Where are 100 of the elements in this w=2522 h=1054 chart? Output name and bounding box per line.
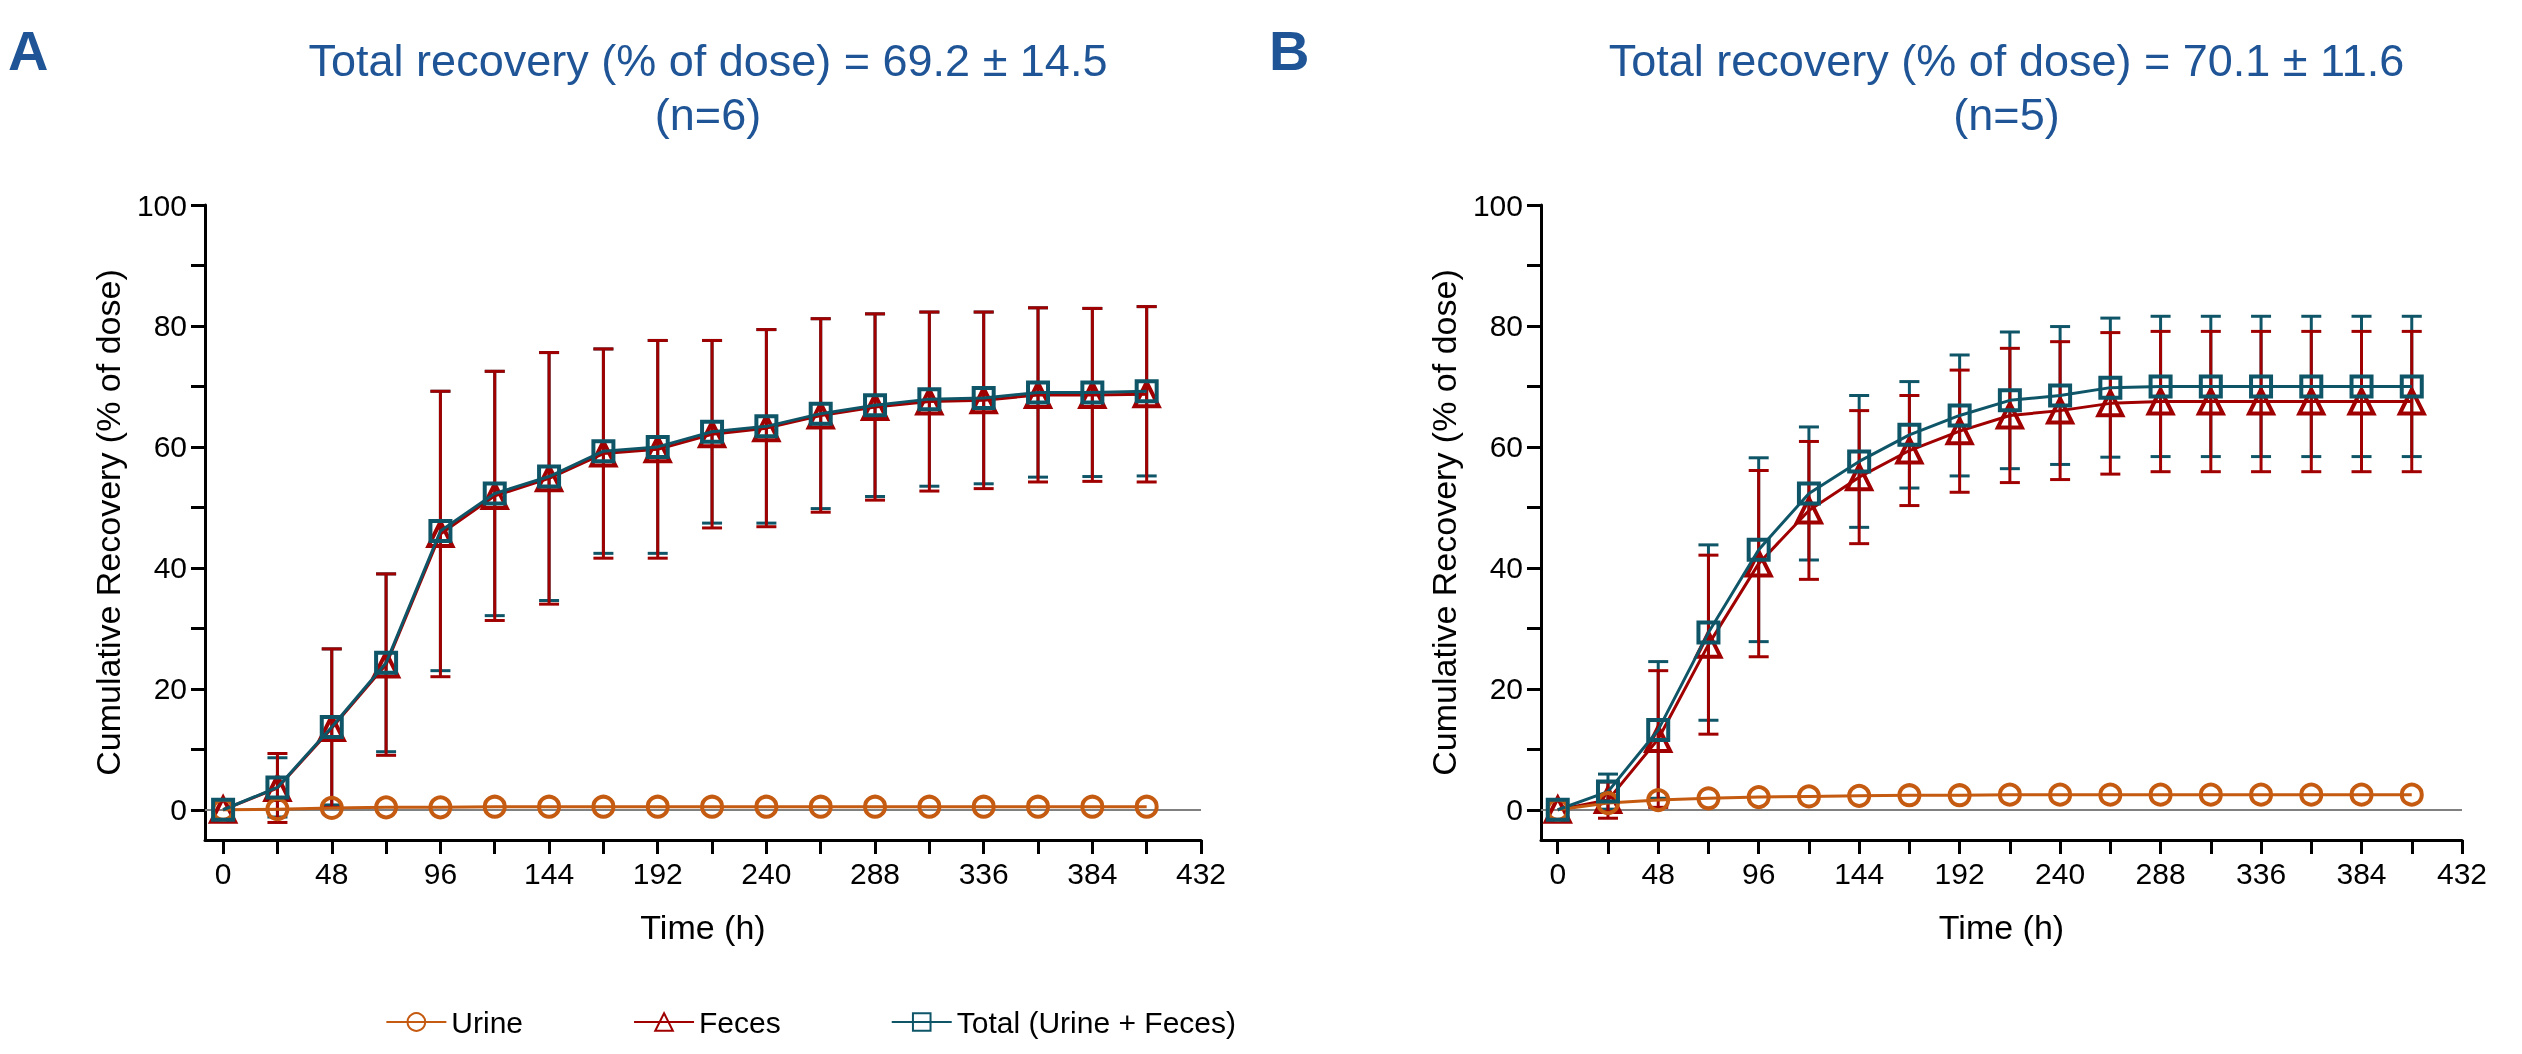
point	[1947, 783, 1972, 808]
text: A	[8, 18, 49, 82]
y-tick-label: 40	[153, 551, 187, 585]
point	[2198, 782, 2223, 807]
x-tick-label: 336	[958, 856, 1009, 890]
y-tick-label: 100	[136, 188, 187, 222]
legend-label: Urine	[451, 1005, 524, 1039]
point	[2148, 782, 2173, 807]
point	[808, 794, 833, 819]
point	[2349, 374, 2374, 399]
point	[1646, 788, 1671, 813]
y-tick-label: 80	[153, 309, 187, 343]
x-tick-label: 384	[1067, 856, 1118, 890]
point	[2096, 389, 2125, 418]
point	[319, 795, 344, 820]
x-tick-label: 336	[2236, 856, 2287, 890]
point	[591, 794, 616, 819]
point	[2098, 782, 2123, 807]
y-tick-label: 60	[153, 430, 187, 464]
point	[1794, 496, 1823, 525]
point	[1897, 422, 1922, 447]
x-tick-label: 192	[1934, 856, 1985, 890]
x-tick-label: 0	[214, 856, 232, 890]
point	[2399, 782, 2424, 807]
point	[428, 518, 453, 543]
y-tick-label: 20	[1489, 672, 1523, 706]
point	[1995, 401, 2024, 430]
point	[645, 434, 670, 459]
text: B	[1269, 18, 1310, 82]
point	[1080, 794, 1105, 819]
y-tick-label: 40	[1489, 551, 1523, 585]
point	[2148, 374, 2173, 399]
x-tick-label: 288	[2135, 856, 2186, 890]
point	[2347, 387, 2376, 416]
x-tick-label: 144	[1834, 856, 1885, 890]
y-tick-label: 60	[1489, 430, 1523, 464]
point	[1026, 794, 1051, 819]
point	[1847, 783, 1872, 808]
point	[2349, 782, 2374, 807]
x-tick-label: 432	[2436, 856, 2488, 890]
point	[374, 795, 399, 820]
y-tick-label: 20	[153, 672, 187, 706]
point	[2399, 374, 2424, 399]
point	[482, 794, 507, 819]
x-tick-label: 96	[1742, 856, 1776, 890]
y-tick-label: 80	[1489, 309, 1523, 343]
point	[428, 795, 453, 820]
point	[1796, 784, 1821, 809]
point	[1134, 794, 1159, 819]
point	[2146, 387, 2175, 416]
point	[2249, 374, 2274, 399]
x-tick-label: 288	[850, 856, 901, 890]
point	[863, 794, 888, 819]
point	[2196, 387, 2225, 416]
point	[2048, 782, 2073, 807]
x-tick-label: 48	[315, 856, 349, 890]
x-tick-label: 96	[423, 856, 458, 890]
y-axis-title: Cumulative Recovery (% of dose)	[89, 269, 127, 776]
point	[917, 794, 942, 819]
point	[2249, 782, 2274, 807]
x-tick-label: 48	[1641, 856, 1675, 890]
point	[2299, 782, 2324, 807]
x-axis-title: Time (h)	[640, 908, 766, 946]
point	[971, 385, 996, 410]
point	[1997, 388, 2022, 413]
point	[1897, 783, 1922, 808]
point	[1895, 436, 1924, 465]
point	[537, 794, 562, 819]
point	[265, 797, 290, 822]
point	[754, 794, 779, 819]
point	[2098, 375, 2123, 400]
point	[700, 794, 725, 819]
point	[1847, 449, 1872, 474]
y-tick-label: 0	[170, 793, 187, 827]
y-axis-title: Cumulative Recovery (% of dose)	[1425, 269, 1463, 776]
y-tick-label: 0	[1506, 793, 1523, 827]
point	[2299, 374, 2324, 399]
point	[1746, 537, 1771, 562]
legend-label: Total (Urine + Feces)	[956, 1005, 1237, 1039]
x-tick-label: 240	[741, 856, 792, 890]
point	[1696, 786, 1721, 811]
legend-label: Feces	[699, 1005, 781, 1039]
x-tick-label: 144	[524, 856, 575, 890]
y-tick-label: 100	[1472, 188, 1523, 222]
point	[971, 794, 996, 819]
x-tick-label: 240	[2035, 856, 2086, 890]
point	[2297, 387, 2326, 416]
x-axis-title: Time (h)	[1938, 908, 2065, 946]
chart-title: Total recovery (% of dose) = 69.2 ± 14.5 (n=6)	[308, 34, 1108, 140]
point	[1746, 785, 1771, 810]
point	[2048, 383, 2073, 408]
point	[2397, 387, 2426, 416]
x-tick-label: 384	[2336, 856, 2387, 890]
x-tick-label: 192	[632, 856, 683, 890]
point	[1997, 782, 2022, 807]
point	[1796, 481, 1821, 506]
x-tick-label: 0	[1549, 856, 1567, 890]
point	[2198, 374, 2223, 399]
point	[1947, 403, 1972, 428]
point	[2247, 387, 2276, 416]
